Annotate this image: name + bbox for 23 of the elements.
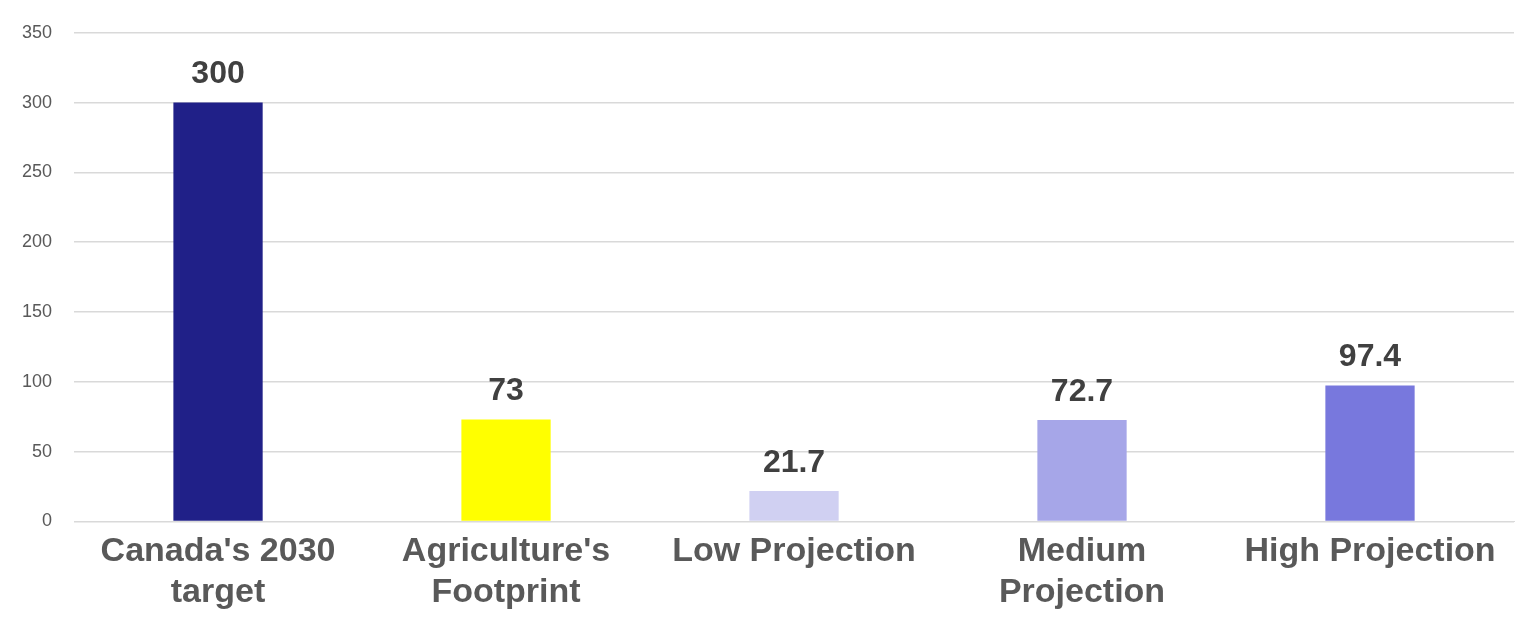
y-tick-label: 100 bbox=[21, 370, 53, 391]
y-tick-label: 300 bbox=[21, 91, 53, 112]
y-tick-label: 0 bbox=[42, 510, 53, 531]
bar bbox=[1037, 419, 1127, 521]
data-label: 300 bbox=[191, 54, 245, 91]
data-label: 97.4 bbox=[1338, 337, 1402, 374]
bar bbox=[173, 102, 263, 521]
bar bbox=[461, 419, 551, 521]
x-tick-label: Medium Projection bbox=[998, 530, 1166, 609]
data-label: 72.7 bbox=[1050, 371, 1114, 408]
bar bbox=[749, 491, 839, 521]
data-label: 21.7 bbox=[762, 442, 826, 479]
y-tick-label: 250 bbox=[21, 161, 53, 182]
y-tick-label: 150 bbox=[21, 300, 53, 321]
bar bbox=[1325, 385, 1415, 521]
data-label: 73 bbox=[488, 371, 524, 408]
x-tick-label: Canada's 2030 target bbox=[100, 530, 336, 609]
y-tick-label: 50 bbox=[32, 440, 53, 461]
x-tick-label: Agriculture's Footprint bbox=[401, 530, 611, 609]
x-tick-label: Low Projection bbox=[672, 530, 916, 569]
y-tick-label: 200 bbox=[21, 231, 53, 252]
x-tick-label: High Projection bbox=[1244, 530, 1496, 569]
y-tick-label: 350 bbox=[21, 21, 53, 42]
